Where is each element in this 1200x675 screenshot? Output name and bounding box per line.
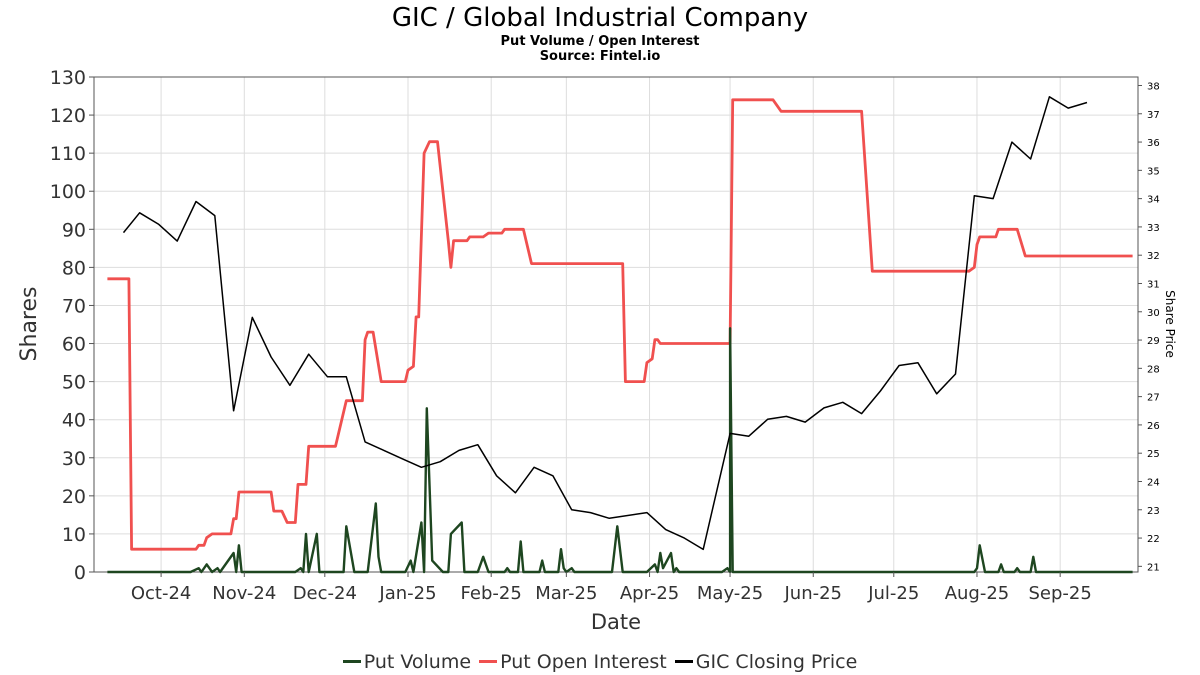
legend-item-put-volume: Put Volume <box>342 650 472 673</box>
legend-item-closing-price: GIC Closing Price <box>674 650 858 673</box>
y-tick-label: 20 <box>62 486 86 508</box>
y2-tick-label: 32 <box>1147 251 1160 262</box>
y2-tick-label: 28 <box>1147 364 1160 375</box>
y-tick-label: 10 <box>62 524 86 546</box>
y2-tick-label: 27 <box>1147 393 1160 404</box>
y2-axis-label: Share Price <box>1163 290 1177 358</box>
y-tick-label: 60 <box>62 334 86 356</box>
y2-tick-label: 25 <box>1147 449 1160 460</box>
y2-tick-label: 30 <box>1147 308 1160 319</box>
y2-axis-ticks: 21 22 23 24 25 26 27 28 29 30 31 32 33 34 35 36 37 38 <box>1138 81 1160 573</box>
x-tick-label: Apr-25 <box>620 583 679 604</box>
x-tick-label: Jul-25 <box>867 583 919 604</box>
y-tick-label: 90 <box>62 219 86 241</box>
legend-label-closing-price: GIC Closing Price <box>695 650 858 673</box>
y2-tick-label: 36 <box>1147 138 1160 149</box>
y2-tick-label: 35 <box>1147 166 1160 177</box>
closing-price-line <box>122 96 1088 551</box>
put-open-interest-line <box>107 98 1133 551</box>
legend-swatch-put-volume <box>342 660 361 663</box>
y2-tick-label: 21 <box>1147 562 1160 573</box>
y2-tick-label: 22 <box>1147 534 1160 545</box>
legend-label-put-open-interest: Put Open Interest <box>500 650 667 673</box>
y-tick-label: 50 <box>62 372 86 394</box>
y2-tick-label: 38 <box>1147 81 1160 92</box>
x-tick-label: Feb-25 <box>461 583 522 604</box>
x-tick-label: Sep-25 <box>1029 583 1092 604</box>
y-tick-label: 70 <box>62 295 86 317</box>
plot-area <box>93 76 1139 573</box>
y2-tick-label: 33 <box>1147 223 1160 234</box>
x-tick-label: Oct-24 <box>131 583 192 604</box>
y-tick-label: 40 <box>62 410 86 432</box>
x-tick-label: Aug-25 <box>945 583 1010 604</box>
y2-tick-label: 23 <box>1147 506 1160 517</box>
chart-source: Source: Fintel.io <box>539 49 661 64</box>
legend: Put Volume Put Open Interest GIC Closing… <box>0 646 1200 673</box>
y-tick-label: 0 <box>74 562 86 584</box>
x-tick-label: Jan-25 <box>378 583 436 604</box>
legend-item-put-open-interest: Put Open Interest <box>479 651 667 673</box>
y-tick-label: 80 <box>62 257 86 279</box>
y2-tick-label: 34 <box>1147 195 1160 206</box>
y-tick-label: 120 <box>50 105 86 127</box>
title-block: GIC / Global Industrial Company Put Volu… <box>0 0 1200 64</box>
x-tick-label: Dec-24 <box>293 583 357 604</box>
x-tick-label: Nov-24 <box>212 583 276 604</box>
x-tick-label: May-25 <box>697 583 763 604</box>
x-tick-label: Mar-25 <box>535 583 597 604</box>
series-layer <box>107 96 1133 574</box>
x-axis-label: Date <box>591 610 641 634</box>
put-volume-line <box>107 327 1133 574</box>
legend-swatch-put-open-interest <box>479 660 498 663</box>
y2-tick-label: 24 <box>1147 477 1160 488</box>
legend-label-put-volume: Put Volume <box>363 650 472 673</box>
y-tick-label: 110 <box>50 143 86 165</box>
y-tick-label: 130 <box>50 67 86 89</box>
x-tick-label: Jun-25 <box>783 583 842 604</box>
y2-tick-label: 31 <box>1147 279 1160 290</box>
y-tick-label: 100 <box>50 181 86 203</box>
y2-tick-label: 37 <box>1147 110 1160 121</box>
legend-swatch-closing-price <box>674 660 693 663</box>
y-axis-ticks: 0 10 20 30 40 50 60 70 80 90 100 110 120 130 <box>50 67 94 584</box>
x-axis-ticks: Oct-24 Nov-24 Dec-24 Jan-25 Feb-25 Mar-25 Apr-… <box>131 572 1092 604</box>
chart-title: GIC / Global Industrial Company <box>391 3 809 33</box>
y-tick-label: 30 <box>62 448 86 470</box>
y-axis-label: Shares <box>17 287 42 362</box>
chart-subtitle: Put Volume / Open Interest <box>500 34 700 49</box>
grid-lines <box>94 76 1138 573</box>
y2-tick-label: 26 <box>1147 421 1160 432</box>
y2-tick-label: 29 <box>1147 336 1160 347</box>
